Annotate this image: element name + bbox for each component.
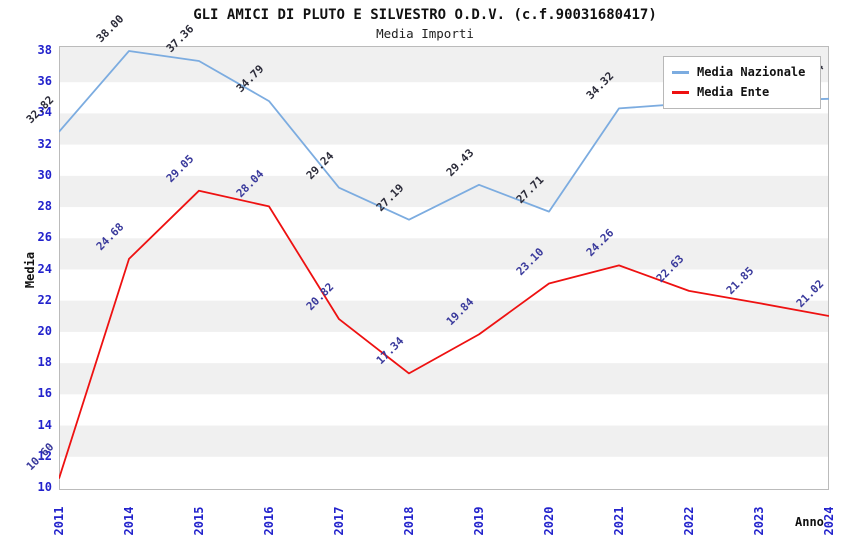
y-tick-label: 10 xyxy=(37,480,52,494)
x-tick-label: 2024 xyxy=(822,506,836,536)
y-tick-label: 38 xyxy=(37,43,52,57)
x-tick-label: 2019 xyxy=(472,506,486,536)
plot-border xyxy=(59,46,829,490)
grid-band xyxy=(59,425,829,457)
legend-item-media-nazionale: Media Nazionale xyxy=(672,62,812,82)
y-tick-label: 16 xyxy=(37,386,52,401)
x-tick-label: 2021 xyxy=(612,506,626,536)
y-axis-title: Media xyxy=(23,251,37,289)
x-tick-label: 2022 xyxy=(682,506,696,536)
y-tick-label: 36 xyxy=(37,74,52,89)
y-tick-label: 34 xyxy=(37,105,52,120)
legend-item-media-ente: Media Ente xyxy=(672,82,812,102)
y-tick-label: 18 xyxy=(37,355,52,370)
x-tick-label: 2020 xyxy=(542,506,556,536)
y-tick-label: 22 xyxy=(37,292,52,307)
y-tick-label: 12 xyxy=(37,448,52,463)
grid-band xyxy=(59,238,829,270)
x-tick-label: 2017 xyxy=(332,506,346,536)
y-tick-label: 26 xyxy=(37,230,52,245)
y-tick-label: 14 xyxy=(37,417,52,432)
legend-label: Media Ente xyxy=(697,85,770,99)
chart-subtitle: Media Importi xyxy=(376,26,474,41)
legend-box: Media Nazionale Media Ente xyxy=(663,56,821,109)
plot-area xyxy=(59,46,829,490)
y-tick-label: 24 xyxy=(37,261,52,276)
grid-band xyxy=(59,113,829,145)
x-tick-label: 2011 xyxy=(52,506,66,536)
legend-label: Media Nazionale xyxy=(697,65,806,79)
y-tick-label: 28 xyxy=(37,199,52,214)
grid-band xyxy=(59,363,829,395)
chart-title: GLI AMICI DI PLUTO E SILVESTRO O.D.V. (c… xyxy=(193,7,657,23)
y-tick-label: 32 xyxy=(37,136,52,151)
x-tick-label: 2023 xyxy=(752,506,766,536)
nazionale-line-swatch-icon xyxy=(672,70,689,74)
x-tick-label: 2018 xyxy=(402,506,416,536)
x-tick-label: 2016 xyxy=(262,506,276,536)
y-tick-label: 20 xyxy=(37,323,52,338)
x-tick-label: 2014 xyxy=(122,506,136,536)
x-tick-label: 2015 xyxy=(192,506,206,536)
x-axis-title: Anno xyxy=(795,515,824,529)
ente-line-swatch-icon xyxy=(672,90,689,94)
series-line-media-ente xyxy=(59,189,829,479)
y-tick-label: 30 xyxy=(37,167,52,182)
grid-band xyxy=(59,300,829,332)
